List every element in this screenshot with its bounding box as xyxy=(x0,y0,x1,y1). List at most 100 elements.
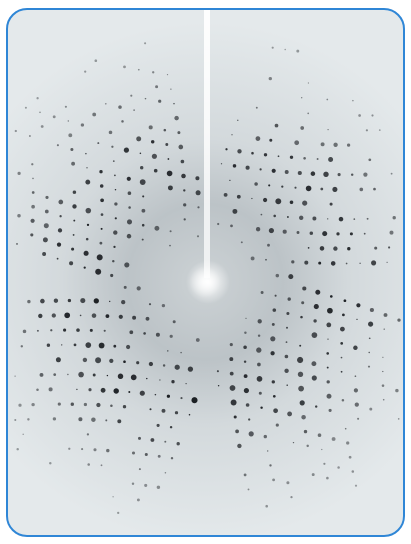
spot xyxy=(245,165,250,170)
spot xyxy=(150,140,155,144)
spot xyxy=(286,311,290,316)
spot xyxy=(272,394,276,398)
spot xyxy=(86,167,88,169)
spot xyxy=(112,160,115,162)
spot xyxy=(257,362,261,367)
spot xyxy=(136,136,142,142)
spot xyxy=(323,171,329,177)
spot xyxy=(113,388,119,394)
spot xyxy=(292,441,295,444)
spot xyxy=(225,148,228,151)
spot xyxy=(235,429,239,434)
spot xyxy=(156,423,160,427)
spot xyxy=(165,143,169,146)
spot xyxy=(148,361,154,367)
spot xyxy=(105,314,110,318)
spot xyxy=(256,347,262,353)
spot xyxy=(366,217,369,220)
spot xyxy=(110,404,113,407)
spot xyxy=(368,321,374,327)
spot xyxy=(296,231,300,234)
spot xyxy=(16,242,18,245)
spot xyxy=(141,208,146,213)
spot xyxy=(153,168,158,173)
spot xyxy=(158,99,162,103)
spot xyxy=(299,215,304,220)
spot xyxy=(52,417,57,421)
spot xyxy=(326,352,330,355)
spot xyxy=(268,184,271,187)
spot xyxy=(286,481,290,485)
spot xyxy=(368,351,370,354)
spot xyxy=(217,222,220,226)
spot xyxy=(78,417,83,422)
spot xyxy=(326,380,330,384)
spot xyxy=(381,384,385,387)
beam-stop xyxy=(204,9,210,278)
spot xyxy=(100,213,104,216)
spot xyxy=(67,373,69,376)
spot xyxy=(30,218,35,223)
spot xyxy=(196,235,200,238)
spot xyxy=(109,358,114,364)
spot xyxy=(326,98,329,101)
spot xyxy=(352,99,354,102)
spot xyxy=(277,155,280,158)
spot xyxy=(99,241,103,245)
spot xyxy=(59,215,62,218)
spot xyxy=(113,344,117,348)
spot xyxy=(300,126,305,130)
spot xyxy=(357,417,360,420)
spot xyxy=(114,174,116,177)
spot xyxy=(105,103,107,105)
spot xyxy=(68,447,71,450)
spot xyxy=(31,402,35,407)
spot xyxy=(243,374,248,379)
spot xyxy=(123,147,130,153)
spot xyxy=(89,328,93,332)
spot xyxy=(312,216,317,221)
spot xyxy=(354,375,357,378)
spot xyxy=(127,191,132,195)
spot xyxy=(254,182,258,186)
spot xyxy=(373,187,376,191)
spot xyxy=(304,260,309,265)
spot xyxy=(106,448,110,453)
spot xyxy=(126,176,131,181)
spot xyxy=(68,133,73,138)
spot xyxy=(83,266,86,269)
spot xyxy=(272,478,275,482)
spot xyxy=(251,197,253,200)
spot xyxy=(84,70,87,73)
spot xyxy=(180,159,185,164)
spot xyxy=(137,68,140,71)
spot xyxy=(123,285,127,289)
spot xyxy=(289,155,294,159)
spot xyxy=(297,356,304,364)
spot xyxy=(282,229,287,234)
spot xyxy=(31,204,35,209)
spot xyxy=(287,297,291,301)
spot xyxy=(327,307,333,314)
spot xyxy=(139,179,146,185)
spot xyxy=(270,336,276,342)
spot xyxy=(28,135,31,137)
spot xyxy=(133,109,135,111)
spot xyxy=(49,462,52,465)
spot xyxy=(51,313,56,318)
spot xyxy=(299,344,302,347)
spot xyxy=(237,119,239,121)
spot xyxy=(388,246,391,249)
spot xyxy=(167,350,169,352)
spot xyxy=(141,238,144,241)
spot xyxy=(333,246,338,251)
spot xyxy=(243,345,247,350)
spot xyxy=(392,216,396,220)
spot xyxy=(91,313,97,318)
spot xyxy=(93,298,99,304)
spot xyxy=(170,88,172,90)
spot xyxy=(150,438,155,442)
spot xyxy=(383,328,385,330)
spot xyxy=(70,147,74,152)
spot xyxy=(122,405,127,409)
